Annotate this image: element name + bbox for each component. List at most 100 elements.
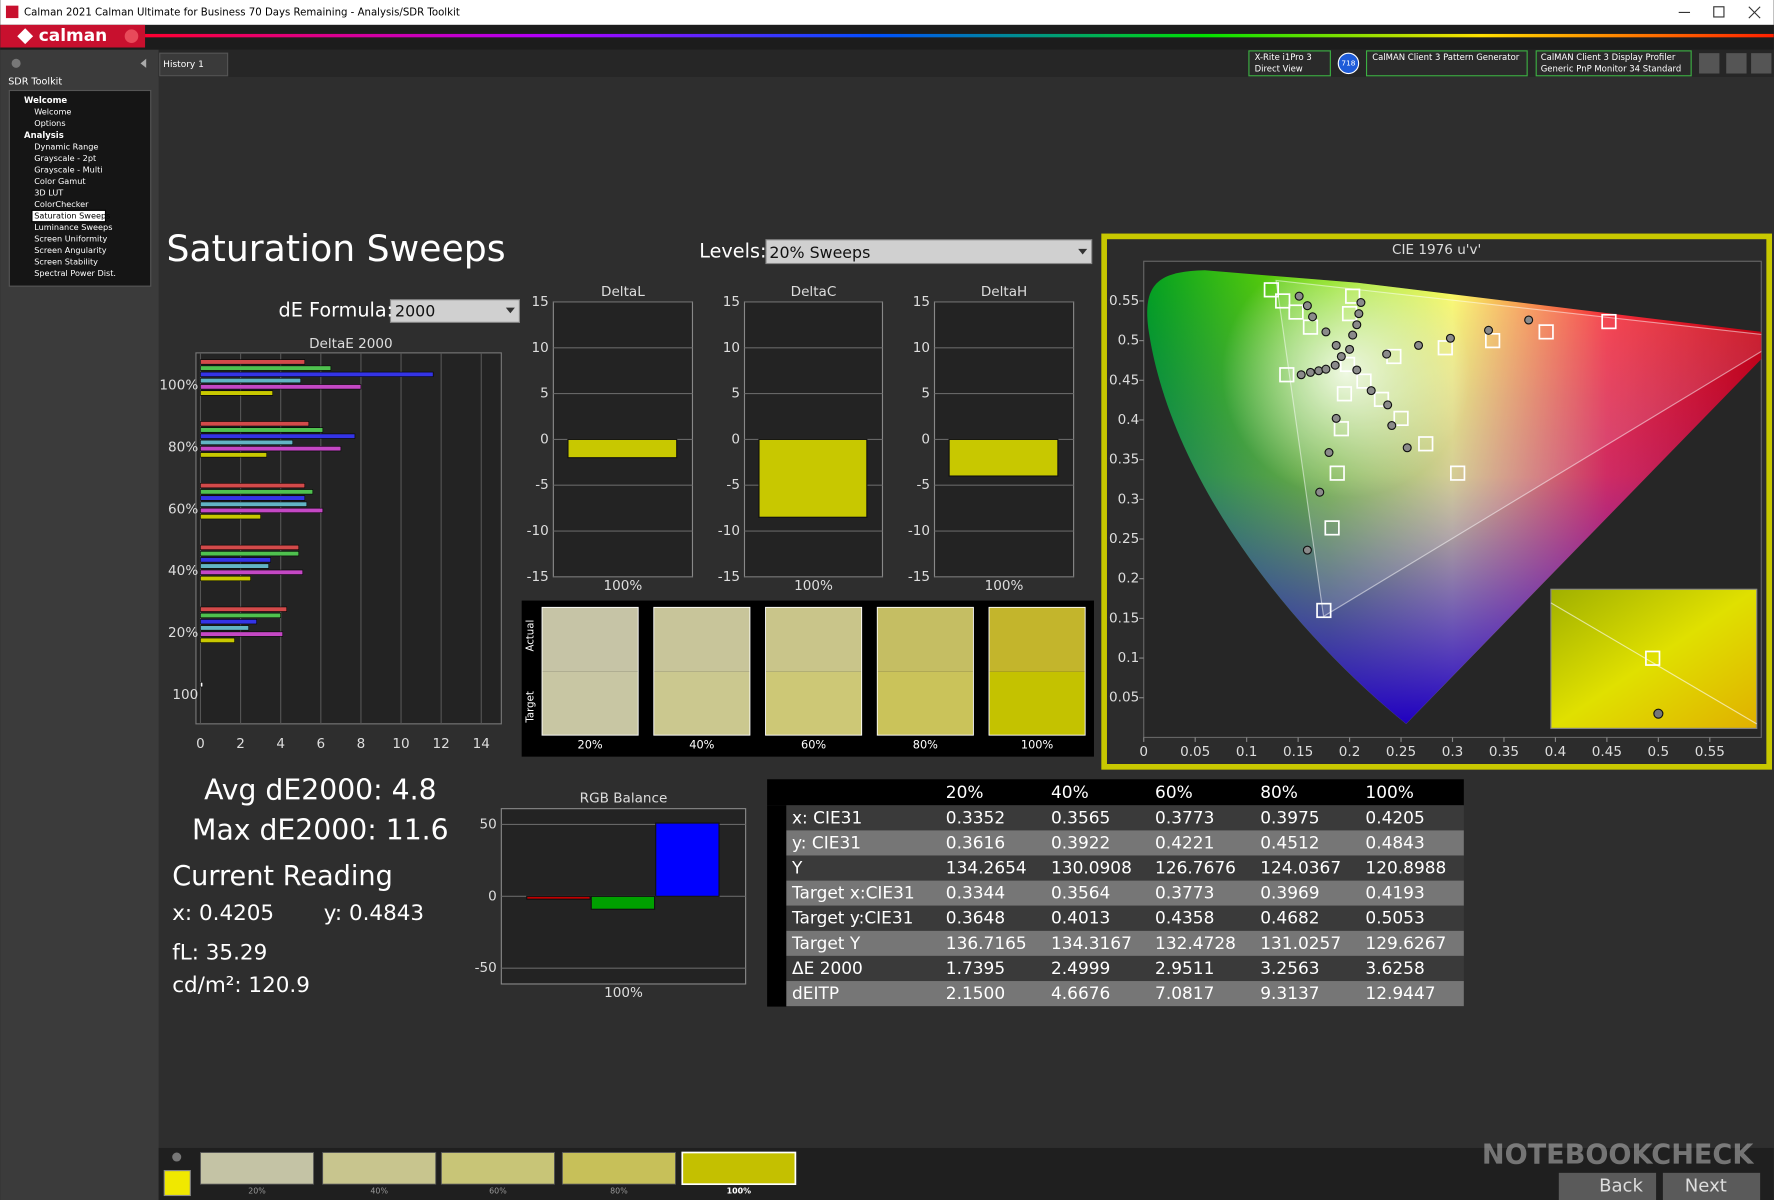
bar xyxy=(590,895,656,910)
levels-dropdown[interactable] xyxy=(765,239,1093,265)
profiler-box[interactable] xyxy=(1535,50,1692,77)
tree-item[interactable]: 3D LUT xyxy=(34,187,63,197)
close[interactable] xyxy=(1748,6,1761,19)
table-header-cell: 20% xyxy=(946,782,984,802)
settings-button[interactable] xyxy=(1726,53,1747,74)
patch[interactable] xyxy=(322,1152,437,1185)
target-swatch xyxy=(989,671,1086,736)
tree-item[interactable]: Dynamic Range xyxy=(34,141,98,151)
tree-item[interactable]: Grayscale - Multi xyxy=(34,164,102,174)
tab[interactable] xyxy=(159,52,229,77)
tab-label: History 1 xyxy=(163,60,204,70)
tree-item[interactable]: Grayscale - 2pt xyxy=(34,153,96,163)
table-header xyxy=(767,779,1464,806)
tree-item[interactable]: ColorChecker xyxy=(34,199,89,209)
tree-item[interactable]: Screen Stability xyxy=(34,257,98,267)
target-marker xyxy=(1450,465,1466,481)
x-tick-label: 0.4 xyxy=(1545,744,1567,760)
y-tick-label: -15 xyxy=(718,569,740,585)
table-cell: 0.3344 xyxy=(946,883,1005,903)
title-bar xyxy=(0,0,1774,25)
target-marker xyxy=(1485,332,1501,349)
reading-marker xyxy=(1336,351,1346,362)
y-tick-label: 0 xyxy=(540,431,549,447)
table-cell: 134.2654 xyxy=(946,858,1027,878)
tree-item[interactable]: Welcome xyxy=(34,107,71,117)
table-cell: 124.0367 xyxy=(1260,858,1341,878)
bar xyxy=(200,421,310,427)
y-tick-label: 0.45 xyxy=(1109,372,1139,388)
reading-marker xyxy=(1402,443,1412,453)
next-button[interactable] xyxy=(1662,1172,1761,1200)
tree-item[interactable]: Spectral Power Dist. xyxy=(34,268,116,278)
chart-title: DeltaE 2000 xyxy=(309,336,393,352)
app-icon xyxy=(5,5,19,19)
table-cell: 3.2563 xyxy=(1260,958,1319,978)
table-cell: 0.4013 xyxy=(1051,908,1110,928)
table-cell: 4.6676 xyxy=(1051,983,1110,1003)
bar xyxy=(200,378,302,384)
patch[interactable] xyxy=(681,1151,797,1186)
table-row-label: Target y:CIE31 xyxy=(791,908,913,928)
target-marker xyxy=(1356,373,1372,389)
sidebar-pin[interactable] xyxy=(11,58,21,68)
patch-toggle[interactable] xyxy=(172,1152,182,1162)
target-marker xyxy=(1345,288,1361,304)
tree-item[interactable]: Screen Uniformity xyxy=(34,234,107,244)
patch[interactable] xyxy=(561,1152,676,1185)
patch[interactable] xyxy=(200,1152,315,1185)
tree-item[interactable]: Options xyxy=(34,118,65,128)
x-tick-label: 0.05 xyxy=(1180,744,1210,760)
pattern-box[interactable] xyxy=(1365,50,1528,77)
actual-swatch xyxy=(877,607,974,672)
menu-button[interactable] xyxy=(124,29,139,43)
y-tick-label: -10 xyxy=(527,523,549,539)
tree-item[interactable]: Screen Angularity xyxy=(34,245,107,255)
back-button[interactable] xyxy=(1751,53,1772,74)
y-tick-label: 0.05 xyxy=(1109,690,1139,706)
patch-label: 40% xyxy=(370,1186,388,1195)
max-de: Max dE2000: 11.6 xyxy=(192,813,449,846)
tree-item[interactable]: Color Gamut xyxy=(34,176,85,186)
table-row-label: y: CIE31 xyxy=(792,832,861,852)
swatch-row-label: Target xyxy=(526,691,537,723)
table-cell: 0.3969 xyxy=(1260,883,1319,903)
formula-dropdown[interactable] xyxy=(389,299,520,323)
reading-marker xyxy=(1383,400,1393,410)
sidebar-collapse[interactable] xyxy=(140,58,147,68)
tool-button[interactable] xyxy=(1699,53,1720,74)
actual-swatch xyxy=(765,607,862,672)
bar xyxy=(200,569,304,575)
y-tick-label: 0 xyxy=(731,431,740,447)
swatch-label: 100% xyxy=(1021,738,1054,751)
tree-item[interactable]: Saturation Sweeps xyxy=(34,211,110,221)
table-row xyxy=(786,905,1464,931)
x-tick-label: 12 xyxy=(433,736,450,752)
y-tick-label: 10 xyxy=(723,340,740,356)
inset-reading xyxy=(1653,708,1664,719)
target-marker xyxy=(1538,324,1554,340)
target-marker xyxy=(1601,313,1617,330)
target-swatch xyxy=(877,671,974,736)
tab-strip xyxy=(158,49,1774,77)
x-tick-label: 100% xyxy=(794,578,833,594)
patch[interactable] xyxy=(440,1152,555,1185)
bar xyxy=(200,384,362,390)
table-row xyxy=(786,855,1464,881)
tree-item[interactable]: Luminance Sweeps xyxy=(34,222,112,232)
x-tick-label: 100% xyxy=(604,985,643,1001)
patch-label: 80% xyxy=(610,1186,628,1195)
table-cell: 130.0908 xyxy=(1051,858,1132,878)
bar xyxy=(200,625,249,631)
reading-marker xyxy=(1308,312,1318,322)
back-button[interactable] xyxy=(1558,1172,1657,1200)
x-tick-label: 14 xyxy=(473,736,490,752)
maximize[interactable] xyxy=(1713,6,1725,18)
target-marker xyxy=(1437,340,1453,356)
bar xyxy=(200,489,314,495)
reading-marker xyxy=(1294,291,1304,301)
table-header-cell: 80% xyxy=(1260,782,1298,802)
x-tick-label: 0 xyxy=(1139,744,1148,760)
swatch-border xyxy=(876,606,974,736)
meter-box[interactable] xyxy=(1248,50,1331,77)
